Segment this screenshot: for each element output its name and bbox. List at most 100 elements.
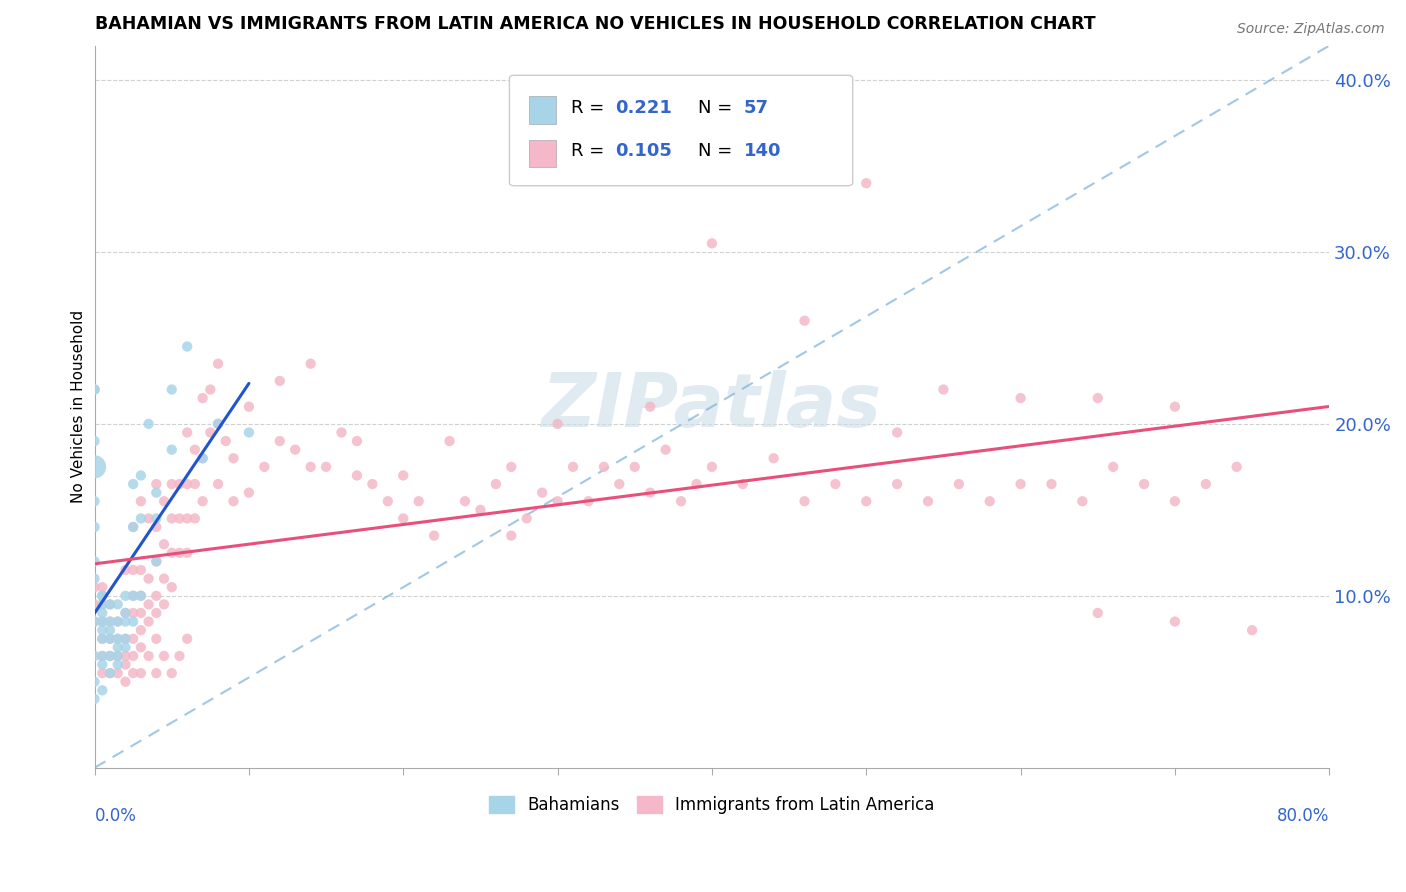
Text: R =: R = bbox=[571, 143, 610, 161]
Text: 0.105: 0.105 bbox=[616, 143, 672, 161]
Point bbox=[114, 589, 136, 603]
Point bbox=[122, 589, 145, 603]
Point bbox=[122, 563, 145, 577]
Point bbox=[138, 615, 160, 629]
Point bbox=[107, 648, 129, 663]
Point bbox=[83, 459, 105, 474]
Point bbox=[1071, 494, 1094, 508]
Point bbox=[98, 598, 121, 612]
Point bbox=[215, 434, 238, 448]
Point bbox=[83, 598, 105, 612]
Point bbox=[578, 494, 600, 508]
Point bbox=[176, 477, 198, 491]
Point bbox=[114, 563, 136, 577]
Point bbox=[1102, 459, 1125, 474]
Point bbox=[98, 615, 121, 629]
Point bbox=[145, 520, 167, 534]
Point bbox=[238, 425, 260, 440]
Point bbox=[129, 563, 152, 577]
Point bbox=[222, 451, 245, 466]
Point bbox=[91, 632, 114, 646]
Point bbox=[979, 494, 1001, 508]
Point bbox=[1195, 477, 1218, 491]
Point bbox=[129, 494, 152, 508]
Point bbox=[91, 589, 114, 603]
Point bbox=[207, 417, 229, 431]
Point bbox=[470, 503, 492, 517]
Point bbox=[160, 546, 183, 560]
Point bbox=[762, 451, 785, 466]
Text: 0.0%: 0.0% bbox=[94, 807, 136, 825]
Point bbox=[377, 494, 399, 508]
Point bbox=[392, 468, 415, 483]
Point bbox=[91, 580, 114, 594]
Point bbox=[284, 442, 307, 457]
Point bbox=[138, 511, 160, 525]
Point bbox=[793, 494, 815, 508]
Point bbox=[731, 477, 754, 491]
Point bbox=[83, 520, 105, 534]
Point bbox=[98, 598, 121, 612]
Point bbox=[176, 632, 198, 646]
Point bbox=[191, 451, 214, 466]
Text: 80.0%: 80.0% bbox=[1277, 807, 1329, 825]
Point bbox=[83, 383, 105, 397]
Legend: Bahamians, Immigrants from Latin America: Bahamians, Immigrants from Latin America bbox=[482, 789, 941, 821]
Point bbox=[91, 623, 114, 637]
Point bbox=[145, 554, 167, 568]
Point bbox=[122, 615, 145, 629]
Point bbox=[153, 537, 176, 551]
Point bbox=[129, 640, 152, 655]
Point bbox=[107, 648, 129, 663]
Point bbox=[501, 528, 523, 542]
Point bbox=[107, 615, 129, 629]
Point bbox=[91, 683, 114, 698]
FancyBboxPatch shape bbox=[529, 139, 557, 167]
Text: 0.221: 0.221 bbox=[616, 99, 672, 117]
Point bbox=[886, 477, 908, 491]
Point bbox=[222, 494, 245, 508]
Point bbox=[1241, 623, 1264, 637]
Point bbox=[153, 598, 176, 612]
Point bbox=[269, 374, 291, 388]
Point bbox=[114, 657, 136, 672]
Point bbox=[91, 615, 114, 629]
Point bbox=[138, 572, 160, 586]
Point bbox=[886, 425, 908, 440]
Point bbox=[207, 417, 229, 431]
Point bbox=[700, 236, 723, 251]
Point bbox=[685, 477, 707, 491]
Point bbox=[824, 477, 846, 491]
Point bbox=[83, 554, 105, 568]
Point bbox=[238, 400, 260, 414]
Point bbox=[176, 425, 198, 440]
Point bbox=[346, 468, 368, 483]
Point bbox=[454, 494, 477, 508]
Point bbox=[654, 442, 676, 457]
Point bbox=[83, 615, 105, 629]
Point bbox=[501, 459, 523, 474]
Point bbox=[299, 357, 322, 371]
Point bbox=[107, 598, 129, 612]
Point bbox=[1010, 477, 1032, 491]
Point bbox=[145, 589, 167, 603]
Point bbox=[531, 485, 554, 500]
Point bbox=[855, 494, 877, 508]
Point bbox=[191, 451, 214, 466]
Text: 140: 140 bbox=[744, 143, 782, 161]
Point bbox=[160, 666, 183, 681]
Point bbox=[191, 391, 214, 405]
Point bbox=[129, 589, 152, 603]
Point bbox=[1087, 606, 1109, 620]
Point bbox=[138, 598, 160, 612]
Point bbox=[129, 511, 152, 525]
Point bbox=[122, 520, 145, 534]
Point bbox=[83, 692, 105, 706]
Point bbox=[91, 632, 114, 646]
Point bbox=[948, 477, 970, 491]
Point bbox=[917, 494, 939, 508]
Point bbox=[98, 666, 121, 681]
Point bbox=[145, 632, 167, 646]
Point bbox=[207, 477, 229, 491]
Point bbox=[98, 623, 121, 637]
